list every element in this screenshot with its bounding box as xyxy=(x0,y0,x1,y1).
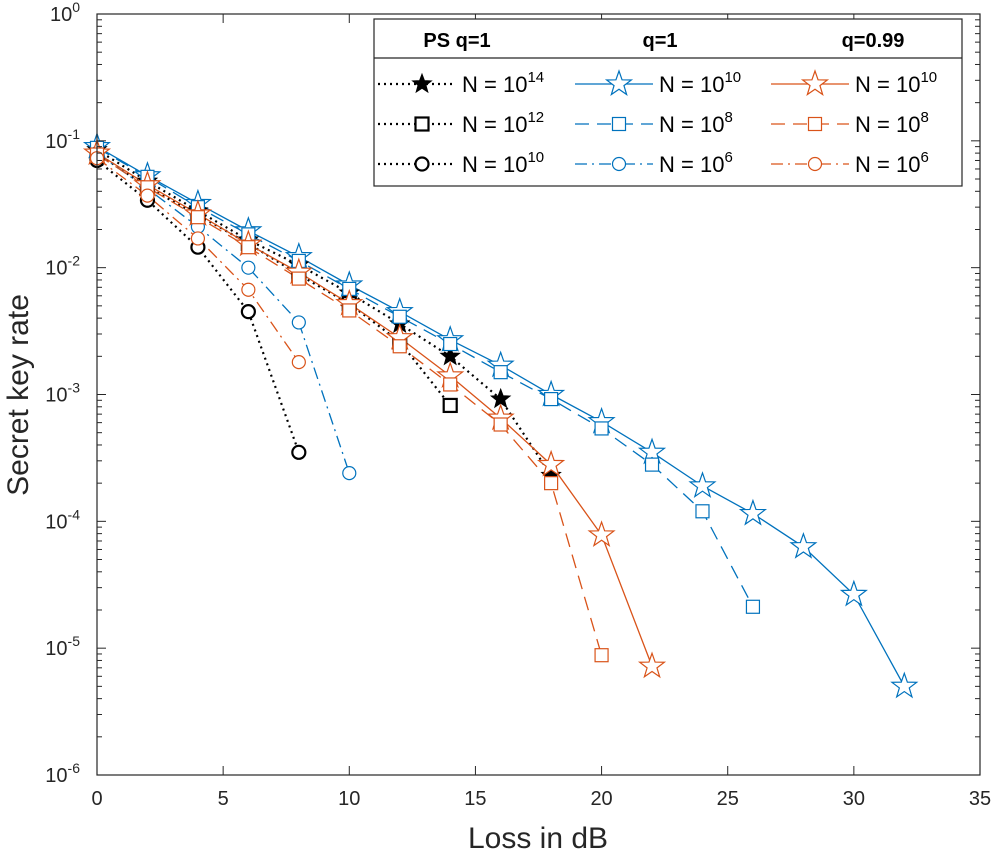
data-point-4-8 xyxy=(493,365,508,380)
x-tick-label-5: 5 xyxy=(218,788,229,810)
legend-label-q099-2: N = 106 xyxy=(855,149,929,177)
y-tick-exponent: 0 xyxy=(72,0,80,15)
y-tick-exponent: -2 xyxy=(68,253,81,269)
x-tick-label-30: 30 xyxy=(843,788,865,810)
legend-box xyxy=(373,18,963,187)
data-point-3-14 xyxy=(789,531,818,559)
legend-label-ps-2: N = 1010 xyxy=(462,149,544,177)
legend-marker-ps-0 xyxy=(411,72,433,94)
data-point-6-11 xyxy=(637,651,667,679)
legend-marker-ps-2 xyxy=(414,156,430,172)
legend-marker-q099-0 xyxy=(800,69,830,96)
data-point-7-8 xyxy=(493,417,508,432)
legend-exponent: 12 xyxy=(527,109,544,126)
legend-heading-0: PS q=1 xyxy=(423,30,490,52)
legend-marker-ps-1 xyxy=(414,116,430,132)
data-point-4-10 xyxy=(594,421,609,436)
data-point-8-2 xyxy=(190,231,206,246)
data-point-7-2 xyxy=(190,210,206,225)
data-point-2-3 xyxy=(240,304,256,320)
x-tick-label-10: 10 xyxy=(338,788,360,810)
data-point-4-13 xyxy=(745,599,761,614)
legend-label-ps-0: N = 1014 xyxy=(462,69,544,97)
data-point-4-11 xyxy=(644,457,660,472)
data-point-7-7 xyxy=(443,377,458,392)
data-point-3-12 xyxy=(688,471,717,498)
legend-exponent: 10 xyxy=(527,149,544,166)
legend-marker-q1-0 xyxy=(604,69,634,96)
legend-heading-2: q=0.99 xyxy=(842,30,905,52)
series-layer xyxy=(82,131,919,699)
data-point-4-6 xyxy=(392,309,407,324)
data-point-7-10 xyxy=(594,648,609,663)
legend-marker-q1-2 xyxy=(611,156,627,172)
x-tick-label-0: 0 xyxy=(91,788,102,810)
y-tick-label--1: 10-1 xyxy=(45,126,80,153)
data-point-8-1 xyxy=(140,188,155,203)
data-point-6-10 xyxy=(587,520,616,548)
data-point-8-4 xyxy=(291,355,306,370)
y-tick-label-0: 100 xyxy=(50,0,80,26)
data-point-8-3 xyxy=(241,282,256,297)
legend-label-q1-1: N = 108 xyxy=(659,109,733,137)
data-point-7-6 xyxy=(392,339,407,354)
data-point-6-9 xyxy=(537,449,566,477)
y-tick-exponent: -4 xyxy=(68,506,81,522)
y-tick-exponent: -5 xyxy=(68,633,81,649)
y-tick-label--3: 10-3 xyxy=(45,380,80,407)
legend-marker-q099-2 xyxy=(807,156,823,172)
y-axis-label: Secret key rate xyxy=(2,294,35,496)
data-point-5-4 xyxy=(291,315,306,330)
y-tick-exponent: -6 xyxy=(68,760,81,776)
y-tick-exponent: -1 xyxy=(68,126,81,142)
data-point-7-3 xyxy=(241,240,256,255)
x-tick-label-25: 25 xyxy=(717,788,739,810)
data-point-4-7 xyxy=(443,336,458,352)
legend-exponent: 6 xyxy=(920,149,928,166)
data-point-1-7 xyxy=(442,397,458,414)
data-point-5-5 xyxy=(342,466,357,481)
data-point-5-3 xyxy=(241,260,256,275)
legend-exponent: 8 xyxy=(724,109,732,126)
y-tick-label--6: 10-6 xyxy=(45,760,80,787)
data-point-7-9 xyxy=(544,476,559,491)
data-point-7-5 xyxy=(342,303,357,318)
data-point-0-8 xyxy=(489,387,512,409)
data-point-2-4 xyxy=(291,444,307,460)
y-tick-label--4: 10-4 xyxy=(45,506,80,533)
y-tick-exponent: -3 xyxy=(68,380,81,396)
data-point-7-4 xyxy=(291,271,306,286)
legend-exponent: 14 xyxy=(527,69,544,86)
legend-exponent: 6 xyxy=(724,149,732,166)
legend-label-q1-2: N = 106 xyxy=(659,149,733,177)
x-tick-label-15: 15 xyxy=(464,788,486,810)
data-point-3-15 xyxy=(839,579,868,607)
legend-heading-1: q=1 xyxy=(642,30,677,52)
legend-marker-q1-1 xyxy=(611,116,627,132)
x-tick-label-20: 20 xyxy=(590,788,612,810)
data-point-3-16 xyxy=(890,671,919,699)
data-point-0-7 xyxy=(439,345,461,366)
legend-exponent: 10 xyxy=(724,69,741,86)
legend-exponent: 10 xyxy=(920,69,937,86)
x-axis-label: Loss in dB xyxy=(468,822,608,855)
legend-exponent: 8 xyxy=(920,109,928,126)
data-point-3-13 xyxy=(738,498,768,526)
tick-layer: 0 5 10 15 20 25 30 3510-610-510-410-310-210-110… xyxy=(45,0,991,810)
data-point-4-9 xyxy=(544,391,559,407)
legend-label-q099-1: N = 108 xyxy=(855,109,929,137)
y-tick-label--5: 10-5 xyxy=(45,633,80,660)
series-line-4 xyxy=(96,147,754,608)
x-tick-label-35: 35 xyxy=(969,788,991,810)
legend-marker-q099-1 xyxy=(807,116,823,132)
y-tick-label--2: 10-2 xyxy=(45,253,80,280)
data-point-4-12 xyxy=(695,504,710,519)
